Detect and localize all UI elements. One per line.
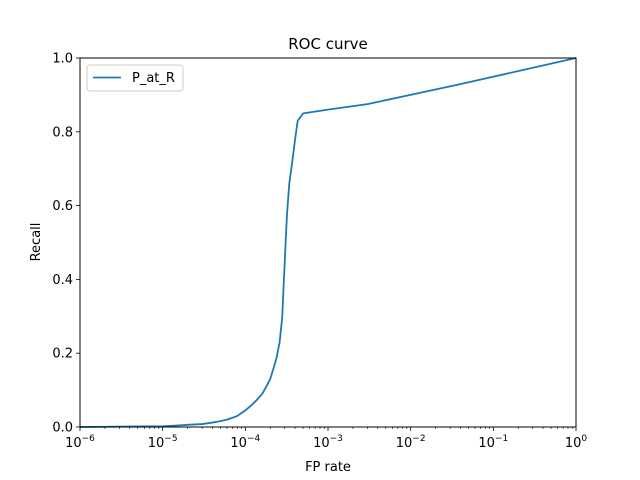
y-tick-label: 0.4 xyxy=(52,273,73,288)
x-axis-ticks: 10−6 10−5 10−4 10−3 10−2 10−1 100 xyxy=(65,427,587,451)
x-tick-label: 10−4 xyxy=(230,434,260,451)
legend-box xyxy=(86,64,184,92)
x-axis-label: FP rate xyxy=(305,460,351,475)
y-tick-label: 0.6 xyxy=(52,199,73,214)
legend-entry-p-at-r: P_at_R xyxy=(132,71,175,86)
x-tick-label: 100 xyxy=(565,434,588,451)
x-tick-label: 10−3 xyxy=(313,434,343,451)
plot-area xyxy=(79,57,577,428)
series-line-p-at-r xyxy=(79,57,577,428)
x-tick-label: 10−5 xyxy=(148,434,178,451)
legend: P_at_R xyxy=(86,64,184,92)
y-axis-ticks: 0.0 0.2 0.4 0.6 0.8 1.0 xyxy=(52,52,80,436)
y-tick-label: 0.0 xyxy=(52,421,73,436)
plot-background xyxy=(80,58,576,427)
x-tick-label: 10−1 xyxy=(478,434,508,451)
y-tick-label: 0.8 xyxy=(52,125,73,140)
chart-title: ROC curve xyxy=(288,35,368,53)
x-tick-label: 10−6 xyxy=(65,434,95,451)
y-axis-label: Recall xyxy=(29,223,44,262)
y-tick-label: 1.0 xyxy=(52,52,73,67)
x-tick-label: 10−2 xyxy=(396,434,426,451)
y-tick-label: 0.2 xyxy=(52,347,73,362)
